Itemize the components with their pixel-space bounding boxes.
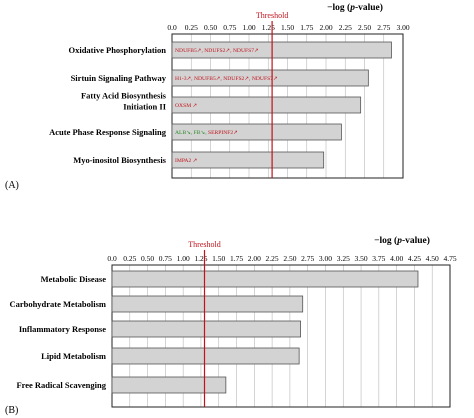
category-label: Carbohydrate Metabolism (9, 299, 106, 309)
threshold-label: Threshold (188, 240, 220, 249)
panel-label: (A) (5, 180, 19, 191)
x-tick-label: 3.50 (354, 254, 367, 263)
category-label: Initiation II (123, 102, 166, 112)
x-axis-title: −log (p-value) (374, 235, 430, 246)
x-tick-label: 0.0 (167, 23, 177, 32)
x-tick-label: 4.25 (408, 254, 421, 263)
x-tick-label: 2.00 (248, 254, 261, 263)
x-tick-label: 1.50 (212, 254, 225, 263)
category-label: Acute Phase Response Signaling (49, 127, 167, 137)
category-label: Myo-inositol Biosynthesis (73, 155, 166, 165)
category-label: Free Radical Scavenging (16, 380, 106, 390)
gene-annotation: H1-3↗, NDUFB5↗, NDUFS2↗, NDUFS7↗ (175, 76, 278, 82)
category-label: Metabolic Disease (41, 274, 107, 284)
x-tick-label: 2.25 (339, 23, 352, 32)
panel-label: (B) (5, 405, 18, 416)
x-tick-label: 1.00 (177, 254, 190, 263)
x-tick-label: 1.50 (281, 23, 294, 32)
bar (111, 270, 419, 288)
bar (111, 376, 227, 394)
x-axis-title: −log (p-value) (327, 2, 383, 13)
x-tick-label: 0.50 (204, 23, 217, 32)
x-tick-label: 2.50 (283, 254, 296, 263)
bar (171, 96, 362, 114)
x-tick-label: 2.75 (377, 23, 390, 32)
threshold-label: Threshold (256, 11, 288, 20)
bar (111, 295, 304, 313)
x-tick-label: 0.50 (141, 254, 154, 263)
x-tick-label: 4.50 (426, 254, 439, 263)
x-tick-label: 1.75 (300, 23, 313, 32)
x-tick-label: 1.00 (242, 23, 255, 32)
x-tick-label: 0.0 (107, 254, 117, 263)
bar (171, 69, 369, 87)
bar (111, 320, 301, 338)
category-label: Oxidative Phosphorylation (68, 45, 166, 55)
x-tick-label: 0.25 (123, 254, 136, 263)
x-tick-label: 2.50 (358, 23, 371, 32)
x-tick-label: 2.25 (266, 254, 279, 263)
gene-annotation: ALB↘, FB↘, SERPINF2↗ (175, 130, 238, 136)
x-tick-label: 4.00 (390, 254, 403, 263)
category-label: Fatty Acid Biosynthesis (81, 91, 167, 101)
x-tick-label: 2.00 (319, 23, 332, 32)
category-label: Sirtuin Signaling Pathway (71, 73, 167, 83)
x-tick-label: 1.25 (262, 23, 275, 32)
x-tick-label: 3.25 (337, 254, 350, 263)
bar (171, 41, 392, 59)
x-tick-label: 2.75 (301, 254, 314, 263)
category-label: Lipid Metabolism (41, 351, 106, 361)
x-tick-label: 1.75 (230, 254, 243, 263)
category-label: Inflammatory Response (19, 324, 106, 334)
x-tick-label: 0.75 (159, 254, 172, 263)
x-tick-label: 0.75 (223, 23, 236, 32)
x-tick-label: 0.25 (185, 23, 198, 32)
bar (111, 347, 300, 365)
x-tick-label: 4.75 (443, 254, 456, 263)
bar (171, 123, 342, 141)
x-tick-label: 1.25 (194, 254, 207, 263)
gene-annotation: OXSM ↗ (175, 103, 198, 109)
x-tick-label: 3.75 (372, 254, 385, 263)
gene-annotation: NDUFB5↗, NDUFS2↗, NDUFS7↗ (175, 48, 259, 54)
x-tick-label: 3.00 (319, 254, 332, 263)
x-tick-label: 3.00 (396, 23, 409, 32)
gene-annotation: IMPA2 ↗ (175, 158, 198, 164)
bar (171, 151, 325, 169)
